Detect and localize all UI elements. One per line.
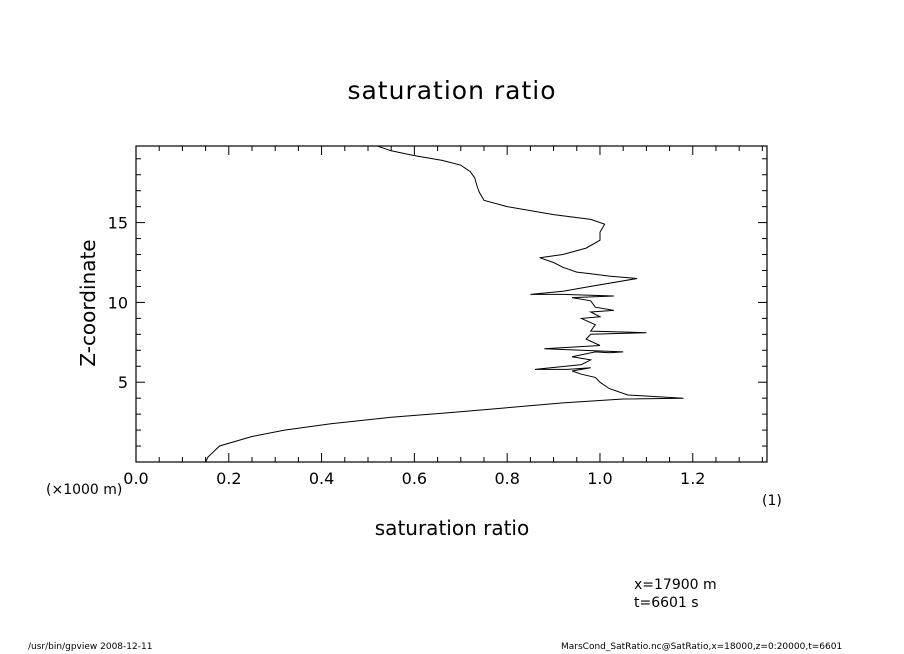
footer-source: MarsCond_SatRatio.nc@SatRatio,x=18000,z=…	[561, 642, 843, 652]
series-line	[205, 145, 684, 463]
plot-frame	[135, 145, 768, 463]
panel-label: (1)	[762, 493, 782, 509]
chart-title: saturation ratio	[347, 76, 557, 105]
x-tick-label: 0.8	[494, 469, 519, 488]
x-tick-label: 0.4	[309, 469, 334, 488]
x-tick-label: 0.2	[216, 469, 241, 488]
y-tick-label: 15	[108, 214, 128, 233]
x-tick-label: 0.6	[402, 469, 427, 488]
y-tick-label: 10	[108, 293, 128, 312]
footer-program-date: /usr/bin/gpview 2008-12-11	[28, 642, 153, 652]
x-position-annotation: x=17900 m	[634, 577, 717, 593]
x-axis-label: saturation ratio	[374, 516, 530, 540]
x-tick-label: 1.2	[680, 469, 705, 488]
x-tick-label: 1.0	[587, 469, 612, 488]
y-tick-label: 5	[118, 373, 128, 392]
time-annotation: t=6601 s	[634, 595, 699, 611]
x-tick-label: 0.0	[123, 469, 148, 488]
y-axis-unit-label: (×1000 m)	[46, 482, 123, 498]
y-axis-label: Z-coordinate	[76, 239, 100, 367]
